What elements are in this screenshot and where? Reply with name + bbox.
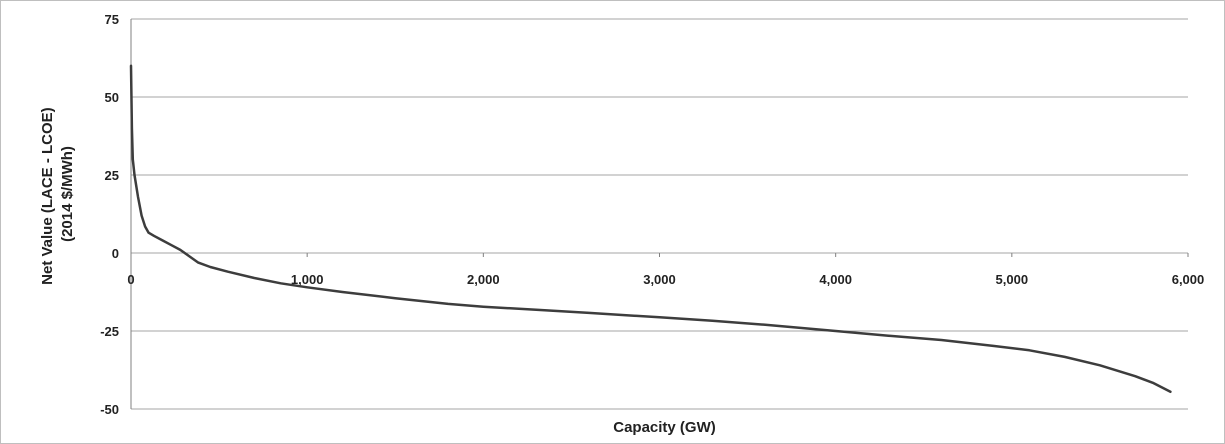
y-axis-title-line-1: Net Value (LACE - LCOE): [39, 107, 56, 285]
series-layer: [129, 64, 1172, 394]
y-tick-label: -50: [100, 402, 119, 417]
x-tick-label: 0: [127, 272, 134, 287]
x-tick-label: 6,000: [1172, 272, 1205, 287]
x-axis-title: Capacity (GW): [613, 419, 716, 436]
x-tick-label: 5,000: [996, 272, 1029, 287]
x-tick-label: 2,000: [467, 272, 500, 287]
y-axis-title-line-2: (2014 $/MWh): [59, 146, 76, 242]
y-axis-title: Net Value (LACE - LCOE) (2014 $/MWh): [39, 103, 76, 285]
series-line: [129, 64, 1172, 394]
x-tick-labels: 0 1,000 2,000 3,000 4,000 5,000 6,000: [127, 272, 1204, 287]
y-tick-label: 0: [112, 246, 119, 261]
y-tick-label: 75: [105, 12, 119, 27]
y-tick-label: -25: [100, 324, 119, 339]
x-tick-label: 1,000: [291, 272, 324, 287]
y-tick-label: 25: [105, 168, 119, 183]
y-tick-label: 50: [105, 90, 119, 105]
x-tick-label: 4,000: [819, 272, 852, 287]
y-tick-labels: -50 -25 0 25 50 75: [100, 12, 119, 417]
x-tick-label: 3,000: [643, 272, 676, 287]
